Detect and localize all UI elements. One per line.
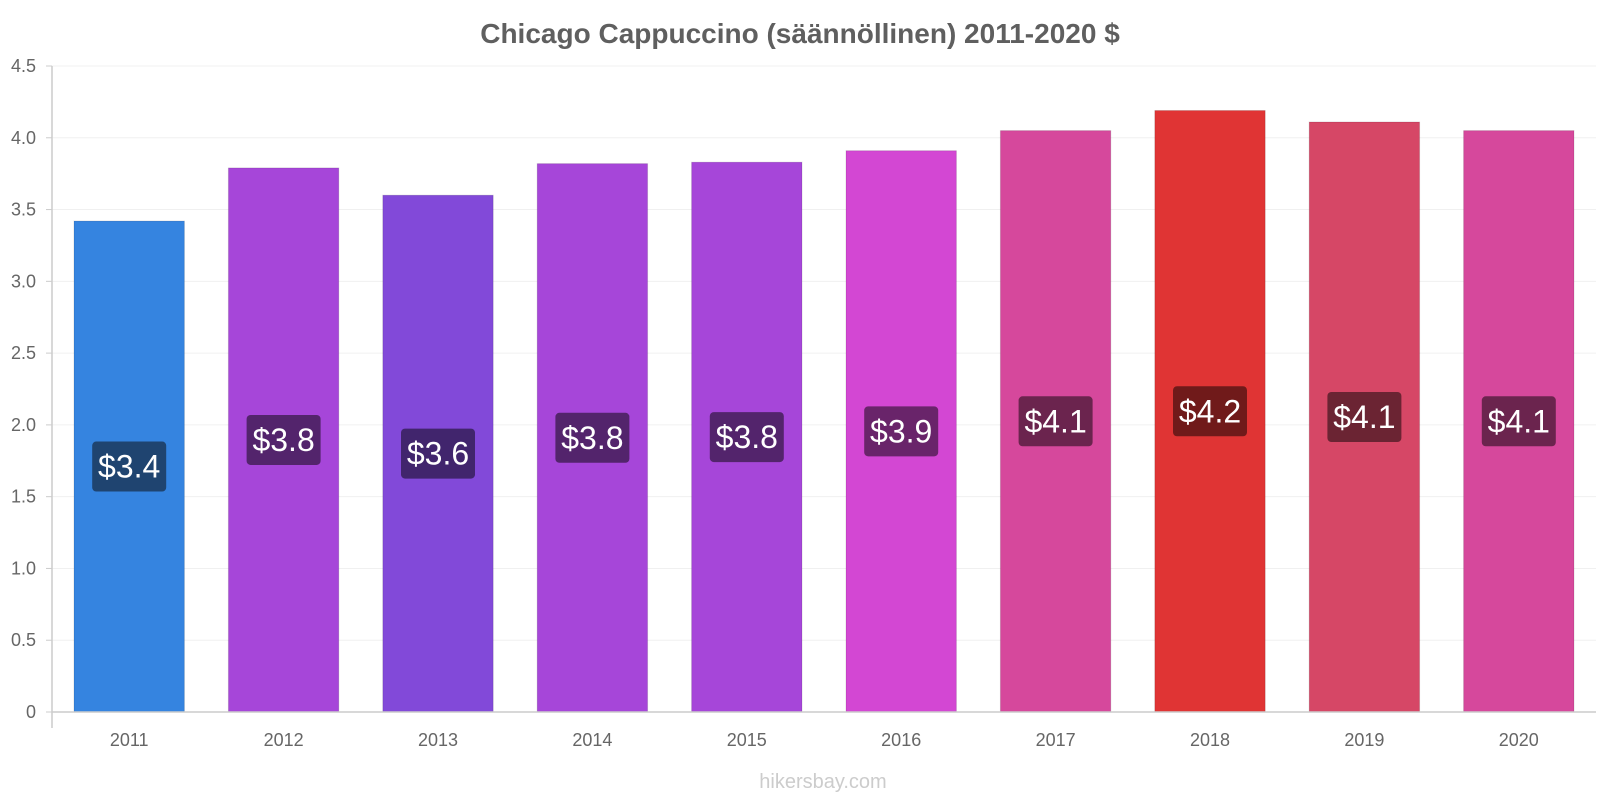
- x-tick-label: 2011: [110, 730, 149, 750]
- x-tick-label: 2016: [881, 730, 921, 750]
- data-label-2016: $3.9: [870, 413, 932, 449]
- data-labels: $3.4 $3.8 $3.6 $3.8 $3.8 $3.9 $4.1 $4.2 $4.1 $4.1: [92, 386, 1556, 492]
- data-label-2014: $3.8: [561, 420, 623, 456]
- data-label-2012: $3.8: [252, 422, 314, 458]
- x-tick-label: 2012: [264, 730, 304, 750]
- x-tick-label: 2020: [1499, 730, 1539, 750]
- data-label-bg: [1018, 396, 1093, 447]
- y-tick-label: 1.0: [11, 558, 36, 578]
- y-tick-label: 0: [26, 702, 36, 722]
- x-tick-label: 2019: [1344, 730, 1384, 750]
- x-tick-label: 2013: [418, 730, 458, 750]
- y-tick-label: 2.5: [11, 343, 36, 363]
- y-tick-label: 3.5: [11, 200, 36, 220]
- watermark-text: hikersbay.com: [759, 771, 886, 793]
- data-label-bg: [864, 406, 939, 457]
- y-tick-label: 4.5: [11, 56, 36, 76]
- data-label-2011: $3.4: [98, 449, 160, 485]
- data-label-2013: $3.6: [407, 436, 469, 472]
- data-label-2019: $4.1: [1333, 399, 1395, 435]
- x-tick-label: 2014: [572, 730, 612, 750]
- x-axis-ticks: 2011 2012 2013 2014 2015 2016 2017 2018 2019 2020: [110, 730, 1539, 750]
- axes: [46, 65, 1596, 728]
- chart-title: Chicago Cappuccino (säännöllinen) 2011-2…: [480, 18, 1120, 49]
- y-tick-label: 1.5: [11, 487, 36, 507]
- y-tick-label: 0.5: [11, 630, 36, 650]
- y-tick-label: 2.0: [11, 415, 36, 435]
- y-tick-label: 4.0: [11, 128, 36, 148]
- data-label-2017: $4.1: [1024, 403, 1086, 439]
- data-label-2020: $4.1: [1488, 403, 1550, 439]
- x-tick-label: 2017: [1036, 730, 1076, 750]
- x-tick-label: 2018: [1190, 730, 1230, 750]
- data-label-bg: [709, 412, 784, 463]
- data-label-2018: $4.2: [1179, 393, 1241, 429]
- data-label-bg: [1327, 391, 1402, 442]
- data-label-2015: $3.8: [716, 419, 778, 455]
- x-tick-label: 2015: [727, 730, 767, 750]
- data-label-bg: [1173, 386, 1247, 437]
- data-label-bg: [246, 414, 321, 465]
- data-label-bg: [555, 412, 630, 463]
- data-label-bg: [1481, 396, 1556, 447]
- y-tick-label: 3.0: [11, 271, 36, 291]
- y-axis-ticks: 0 0.5 1.0 1.5 2.0 2.5 3.0 3.5 4.0 4.5: [11, 56, 36, 722]
- data-label-bg: [92, 441, 167, 492]
- data-label-bg: [401, 428, 475, 479]
